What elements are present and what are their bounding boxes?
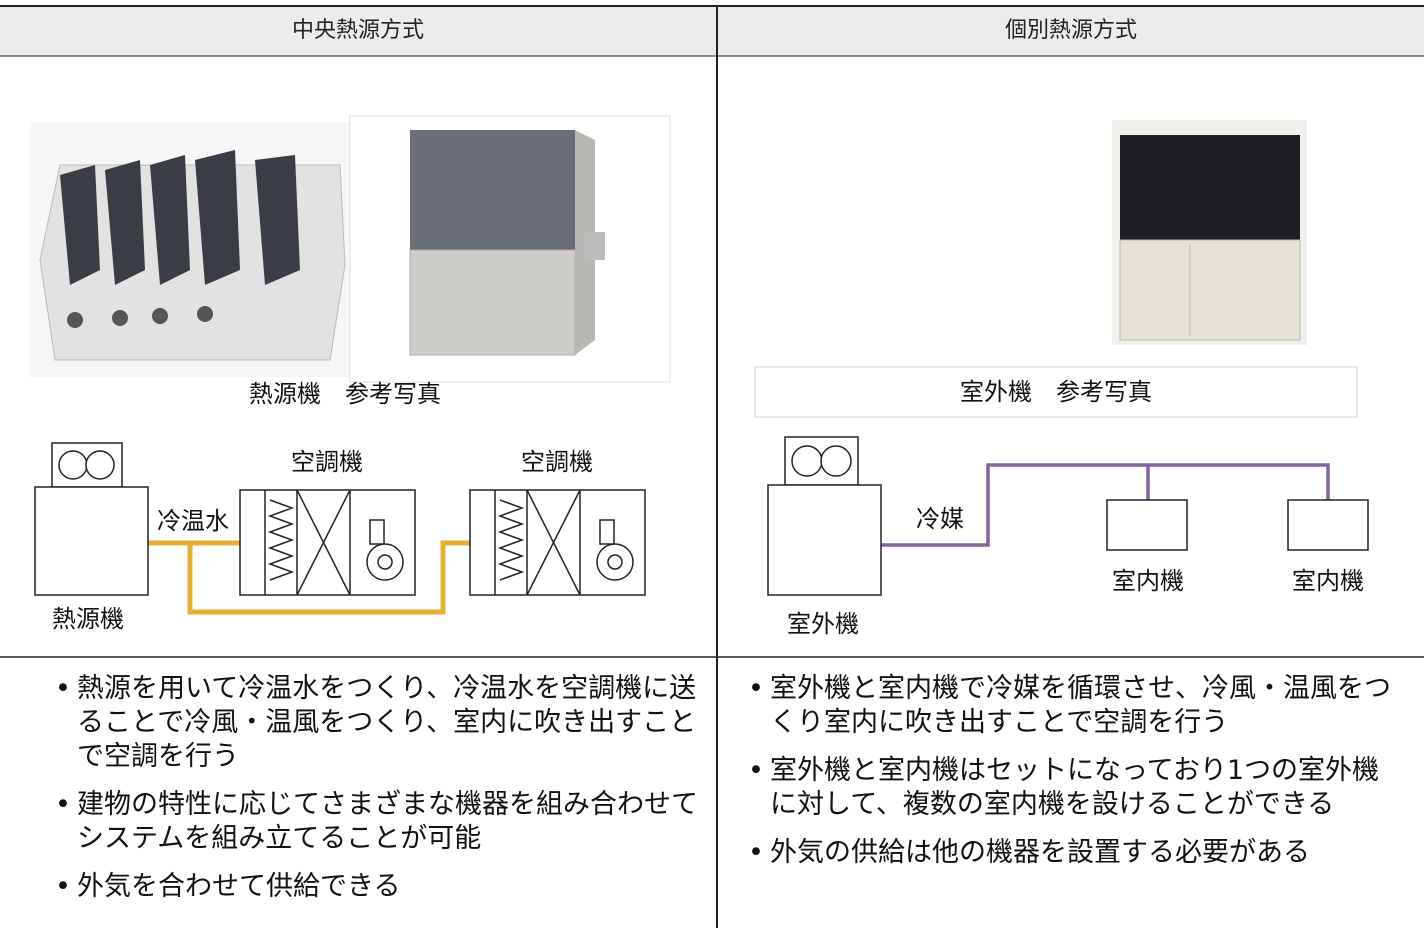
unit-label: 空調機 xyxy=(291,448,363,476)
bullet: 建物の特性に応じてさまざまな機器を組み合わせてシステムを組み立てることが可能 xyxy=(55,788,710,856)
photo-caption: 熱源機 参考写真 xyxy=(249,380,441,408)
pipe-label: 冷温水 xyxy=(157,507,229,535)
ahu xyxy=(469,489,646,596)
pipe-label: 冷媒 xyxy=(916,505,964,533)
bullet: 外気を合わせて供給できる xyxy=(55,870,710,904)
bullet: 室外機と室内機で冷媒を循環させ、冷風・温風をつくり室内に吹き出すことで空調を行う xyxy=(748,672,1398,740)
photo-caption: 室外機 参考写真 xyxy=(960,378,1152,406)
indoor-unit xyxy=(1106,499,1369,551)
bullet: 室外機と室内機はセットになっており1つの室外機に対して、複数の室内機を設けること… xyxy=(748,754,1398,822)
unit-label: 室内機 xyxy=(1292,567,1364,595)
frame xyxy=(0,5,1424,928)
unit-label: 室内機 xyxy=(1112,567,1184,595)
bullet-list: 室外機と室内機で冷媒を循環させ、冷風・温風をつくり室内に吹き出すことで空調を行う… xyxy=(748,672,1398,884)
ahu xyxy=(239,489,416,596)
column-header: 個別熱源方式 xyxy=(718,6,1424,56)
photo-outdoor-unit xyxy=(1112,120,1307,345)
refrigerant-pipe xyxy=(881,463,1330,547)
photo-chillers xyxy=(30,115,671,383)
source-label: 室外機 xyxy=(787,610,859,638)
heat-source xyxy=(34,442,149,596)
unit-label: 空調機 xyxy=(521,448,593,476)
column-header: 中央熱源方式 xyxy=(0,6,716,56)
bullet-list: 熱源を用いて冷温水をつくり、冷温水を空調機に送ることで冷風・温風をつくり、室内に… xyxy=(55,672,710,918)
source-label: 熱源機 xyxy=(52,605,124,633)
bullet: 外気の供給は他の機器を設置する必要がある xyxy=(748,836,1398,870)
caption-box xyxy=(754,366,1358,418)
outdoor-unit xyxy=(767,436,882,596)
chw-pipe xyxy=(135,540,472,615)
bullet: 熱源を用いて冷温水をつくり、冷温水を空調機に送ることで冷風・温風をつくり、室内に… xyxy=(55,672,710,774)
